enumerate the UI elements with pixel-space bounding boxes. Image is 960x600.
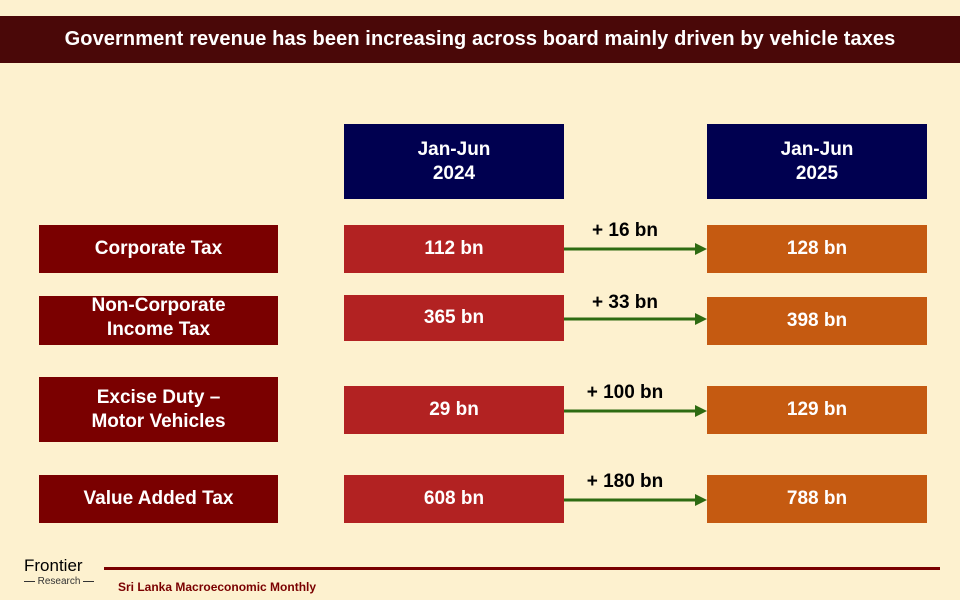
logo-research-label: Research	[37, 576, 81, 587]
footer-divider	[104, 567, 940, 570]
logo-frontier: Frontier	[24, 556, 83, 575]
row-label-non-corporate-income-tax: Non-Corporate Income Tax	[39, 295, 278, 345]
logo-research: Research	[24, 576, 94, 587]
value-2024-non-corporate-income-tax: 365 bn	[344, 295, 564, 341]
value-2025-corporate-tax: 128 bn	[707, 225, 927, 273]
arrow-icon	[564, 243, 707, 255]
page-title: Government revenue has been increasing a…	[0, 16, 960, 63]
row-label-excise-duty-motor-vehicles: Excise Duty – Motor Vehicles	[39, 377, 278, 442]
value-2024-corporate-tax: 112 bn	[344, 225, 564, 273]
logo-divider	[24, 581, 35, 582]
delta-corporate-tax: + 16 bn	[592, 220, 658, 241]
arrow-icon	[564, 313, 707, 325]
column-header-2024: Jan-Jun 2024	[344, 124, 564, 199]
arrow-icon	[564, 405, 707, 417]
logo-divider	[83, 581, 94, 582]
value-2025-value-added-tax: 788 bn	[707, 475, 927, 523]
delta-excise-duty-motor-vehicles: + 100 bn	[586, 382, 664, 403]
arrow-icon	[564, 494, 707, 506]
source-label: Sri Lanka Macroeconomic Monthly	[118, 580, 317, 594]
value-2024-value-added-tax: 608 bn	[344, 475, 564, 523]
row-label-corporate-tax: Corporate Tax	[39, 225, 278, 273]
value-2025-non-corporate-income-tax: 398 bn	[707, 297, 927, 345]
value-2024-excise-duty-motor-vehicles: 29 bn	[344, 386, 564, 434]
column-header-2025: Jan-Jun 2025	[707, 124, 927, 199]
row-label-value-added-tax: Value Added Tax	[39, 475, 278, 523]
delta-non-corporate-income-tax: + 33 bn	[592, 292, 658, 313]
delta-value-added-tax: + 180 bn	[586, 471, 664, 492]
value-2025-excise-duty-motor-vehicles: 129 bn	[707, 386, 927, 434]
